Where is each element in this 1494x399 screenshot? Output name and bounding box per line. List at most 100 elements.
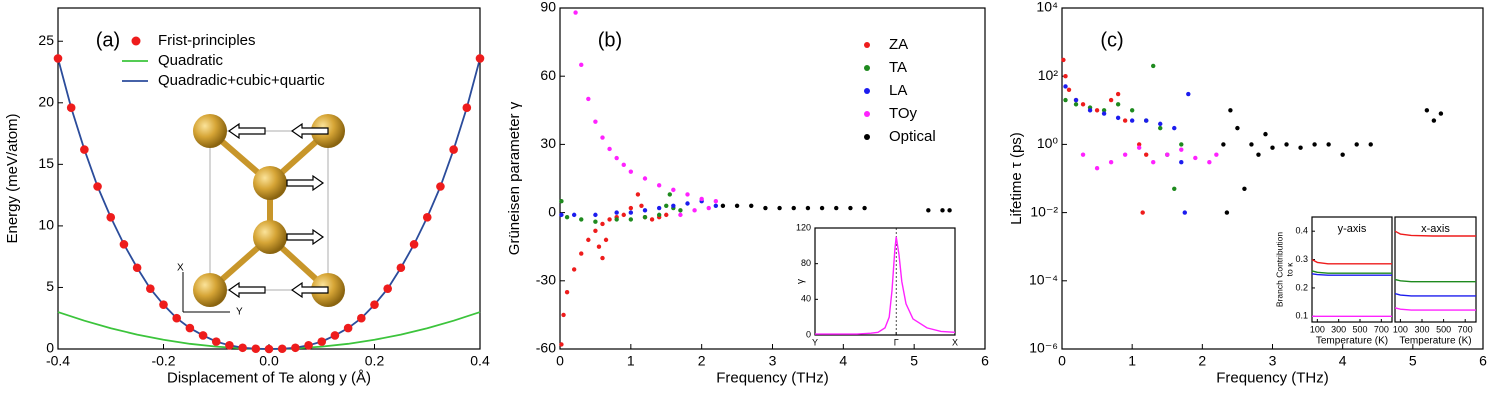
data-point <box>225 341 234 350</box>
y-tick-label: 0.2 <box>1295 282 1308 292</box>
data-point <box>642 214 648 220</box>
data-point <box>119 240 129 249</box>
data-point <box>642 208 648 213</box>
x-tick-label: X <box>952 337 958 347</box>
plot-frame <box>814 227 956 336</box>
y-tick-label: 0.4 <box>1295 226 1308 236</box>
data-point <box>614 155 619 161</box>
data-point <box>1179 142 1184 147</box>
data-line <box>1311 258 1392 265</box>
data-point <box>1144 118 1149 123</box>
data-point <box>1151 160 1156 165</box>
data-point <box>409 240 419 249</box>
data-point <box>1193 155 1198 161</box>
data-point <box>264 344 274 354</box>
y-tick-label: 120 <box>796 222 811 232</box>
x-tick-label: 1 <box>627 352 635 368</box>
data-point <box>593 228 598 233</box>
data-point <box>1144 152 1149 157</box>
y-tick-label: 10⁻² <box>1030 203 1058 219</box>
y-tick-label: 10 <box>38 217 54 233</box>
x-tick-label: 0.4 <box>470 352 490 368</box>
data-point <box>80 145 89 154</box>
panel-label: (a) <box>96 29 120 51</box>
x-axis-label: Temperature (K) <box>1316 336 1388 347</box>
x-tick-label: Γ <box>894 337 899 347</box>
data-point <box>317 337 327 346</box>
data-point <box>571 212 577 218</box>
data-point <box>1214 152 1219 157</box>
x-tick-label: 0 <box>1058 352 1066 368</box>
data-point <box>596 244 602 249</box>
panel: Y Γ X 0 40 80 120 γ <box>796 222 958 347</box>
data-point <box>614 210 619 215</box>
x-tick-label: 300 <box>1414 324 1429 334</box>
data-point <box>1228 108 1233 113</box>
data-point <box>1235 125 1240 131</box>
data-point <box>678 208 683 213</box>
y-tick-label: 10⁴ <box>1036 0 1058 15</box>
x-tick-label: 700 <box>1458 324 1473 334</box>
legend-label: Frist-principles <box>158 32 256 49</box>
data-point <box>1094 166 1100 171</box>
data-point <box>639 203 644 208</box>
plot-frame <box>1311 216 1393 323</box>
data-point <box>1073 102 1079 107</box>
data-point <box>573 10 578 15</box>
x-tick-label: 700 <box>1374 324 1389 334</box>
data-point <box>1108 160 1114 165</box>
data-point <box>1061 57 1066 63</box>
data-point <box>106 212 116 222</box>
data-point <box>593 219 598 224</box>
x-tick-label: -0.4 <box>46 352 70 368</box>
legend-label: TOy <box>889 105 918 122</box>
data-point <box>559 212 564 218</box>
arrow <box>290 122 329 140</box>
data-point <box>1270 145 1275 150</box>
data-point <box>763 205 768 211</box>
panel: -0.4 -0.2 0.0 0.2 0.4 0 5 10 15 20 25 Displacement … <box>4 7 490 386</box>
data-point <box>628 210 634 215</box>
data-point <box>593 212 598 218</box>
data-point <box>1186 91 1191 97</box>
data-point <box>1115 115 1121 121</box>
x-tick-label: 500 <box>1352 324 1367 334</box>
data-point <box>1172 125 1177 131</box>
y-tick-label: 10⁻⁶ <box>1029 340 1058 356</box>
legend-swatch <box>864 111 870 117</box>
data-point <box>1122 152 1128 157</box>
data-point <box>1182 210 1187 215</box>
data-point <box>1340 152 1345 157</box>
data-line <box>1394 307 1476 311</box>
legend-label: ZA <box>889 36 908 53</box>
data-point <box>475 54 485 63</box>
x-tick-label: 0.2 <box>365 352 385 368</box>
data-point <box>1101 108 1107 113</box>
data-point <box>1172 186 1177 191</box>
y-axis-label: to κ <box>1284 262 1294 276</box>
x-tick-label: Y <box>812 337 818 347</box>
data-point <box>926 208 931 213</box>
data-point <box>947 208 952 213</box>
data-point <box>146 284 155 293</box>
y-tick-label: -30 <box>536 272 556 288</box>
x-tick-label: 1 <box>1128 352 1136 368</box>
x-tick-label: 0.0 <box>259 352 279 368</box>
inset-title: x-axis <box>1421 223 1450 235</box>
panel: 0 1 2 3 4 5 6 10⁻⁶ 10⁻⁴ 10⁻² 10⁰ 10² 10⁴ Frequency (T… <box>1008 0 1487 386</box>
data-point <box>396 263 406 273</box>
data-point <box>1158 121 1163 127</box>
data-point <box>1066 87 1072 92</box>
arrow <box>286 228 325 246</box>
data-point <box>1179 147 1184 152</box>
data-point <box>1221 142 1226 147</box>
y-tick-label: 40 <box>801 294 811 304</box>
x-tick-label: 2 <box>1198 352 1206 368</box>
y-tick-label: 30 <box>540 135 556 151</box>
data-point <box>1354 142 1359 147</box>
data-point <box>667 192 672 197</box>
data-point <box>1151 63 1156 69</box>
y-axis-label: γ <box>796 279 807 284</box>
data-point <box>198 331 208 340</box>
